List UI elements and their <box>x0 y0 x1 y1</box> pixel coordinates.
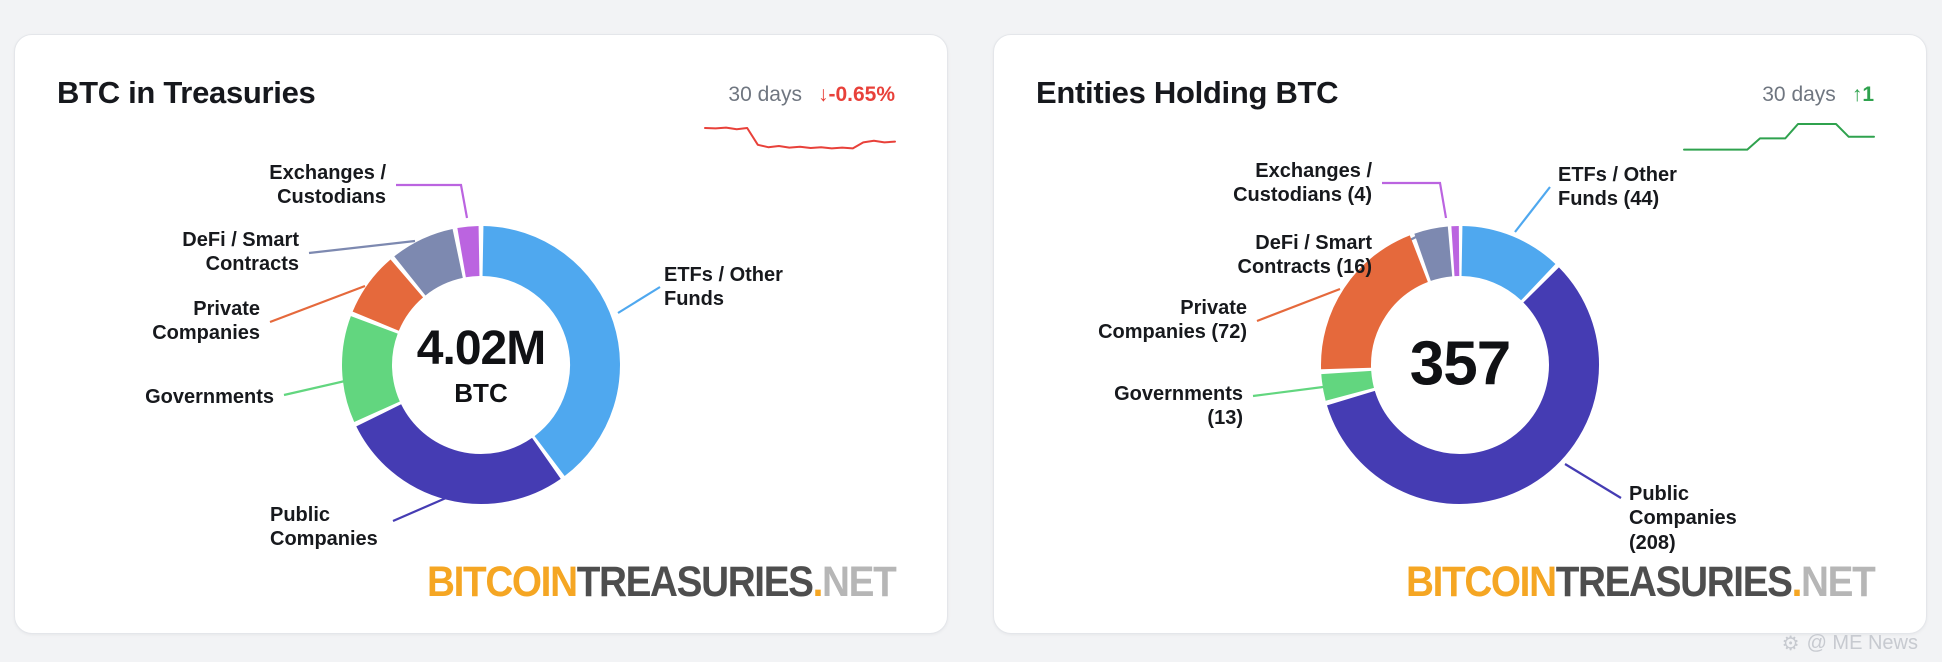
trend-30-days: 30 days ↓-0.65% <box>705 83 895 156</box>
donut-chart-svg <box>269 183 661 523</box>
donut-center: 4.02M BTC <box>416 321 546 409</box>
donut-segment-etfs[interactable] <box>1460 226 1556 301</box>
logo-dot: . <box>812 558 823 606</box>
watermark: ⚙ @ ME News <box>1782 631 1918 656</box>
label-private-companies: Private Companies <box>152 298 260 345</box>
sparkline-path <box>1684 124 1874 150</box>
logo-bitcoin: BITCOIN <box>426 558 578 606</box>
card-btc-in-treasuries: BTC in Treasuries 30 days ↓-0.65% 4.02M … <box>14 34 948 634</box>
logo-net: NET <box>1800 558 1876 606</box>
logo-treasuries: TREASURIES <box>576 558 813 606</box>
donut-segment-private[interactable] <box>352 259 424 332</box>
label-exchanges-custodians: Exchanges / Custodians (4) <box>1233 160 1372 207</box>
leader-public <box>1564 463 1622 499</box>
page-title: Entities Holding BTC <box>1036 75 1339 110</box>
watermark-text: @ ME News <box>1806 632 1918 654</box>
label-public-companies: Public Companies <box>270 504 378 551</box>
page-title: BTC in Treasuries <box>57 75 316 110</box>
trend-sparkline <box>705 116 895 156</box>
center-value: 4.02M <box>416 322 546 375</box>
leader-lines <box>1252 181 1622 499</box>
logo-dot: . <box>1791 558 1802 606</box>
logo-treasuries: TREASURIES <box>1555 558 1792 606</box>
bitcointreasuries-logo[interactable]: BITCOINTREASURIES.NET <box>1405 558 1876 607</box>
me-news-logo-icon: ⚙ <box>1781 633 1800 655</box>
bitcointreasuries-logo[interactable]: BITCOINTREASURIES.NET <box>426 558 897 607</box>
trend-sparkline <box>1684 116 1874 156</box>
label-governments: Governments <box>145 386 274 408</box>
leader-private <box>269 284 366 324</box>
logo-net: NET <box>821 558 897 606</box>
leader-public <box>392 496 447 523</box>
label-private-companies: Private Companies (72) <box>1098 297 1247 344</box>
center-value: 357 <box>1409 329 1511 399</box>
leader-governments <box>1252 385 1324 398</box>
trend-period-label: 30 days <box>728 83 802 106</box>
donut-segment-defi[interactable] <box>1414 226 1453 282</box>
donut-segment-exchanges[interactable] <box>457 226 480 278</box>
card-entities-holding-btc: Entities Holding BTC 30 days ↑1 357 Exch… <box>993 34 1927 634</box>
leader-etfs <box>1514 186 1551 233</box>
leader-etfs <box>617 286 661 314</box>
label-defi-smart-contracts: DeFi / Smart Contracts (16) <box>1237 232 1372 279</box>
leader-lines <box>269 183 661 523</box>
logo-bitcoin: BITCOIN <box>1405 558 1557 606</box>
trend-change-value: ↓-0.65% <box>817 83 895 106</box>
label-public-companies: Public Companies (208) <box>1629 483 1737 554</box>
label-defi-smart-contracts: DeFi / Smart Contracts <box>182 229 299 276</box>
leader-governments <box>283 379 346 397</box>
donut-segment-private[interactable] <box>1321 235 1429 370</box>
sparkline-path <box>705 128 895 149</box>
leader-private <box>1256 287 1341 323</box>
donut-segment-governments[interactable] <box>1321 370 1375 401</box>
donut-segment-governments[interactable] <box>342 316 401 422</box>
label-governments: Governments (13) <box>1114 383 1243 430</box>
donut-btc-in-treasuries <box>342 226 620 504</box>
trend-change-value: ↑1 <box>1851 83 1874 106</box>
donut-entities-holding-btc <box>1321 226 1599 504</box>
leader-exchanges <box>396 183 469 219</box>
label-etfs-other-funds: ETFs / Other Funds <box>664 264 783 311</box>
donut-segment-etfs[interactable] <box>481 226 620 476</box>
trend-30-days: 30 days ↑1 <box>1684 83 1874 156</box>
trend-period-label: 30 days <box>1762 83 1836 106</box>
donut-center: 357 <box>1409 329 1511 402</box>
label-exchanges-custodians: Exchanges / Custodians <box>269 162 386 209</box>
leader-defi <box>308 239 416 255</box>
label-etfs-other-funds: ETFs / Other Funds (44) <box>1558 164 1677 211</box>
donut-segment-public[interactable] <box>356 403 561 504</box>
donut-segment-defi[interactable] <box>394 228 464 297</box>
donut-chart-svg <box>1252 181 1622 504</box>
donut-segment-public[interactable] <box>1327 267 1599 504</box>
leader-exchanges <box>1382 181 1448 219</box>
center-unit: BTC <box>454 378 508 408</box>
